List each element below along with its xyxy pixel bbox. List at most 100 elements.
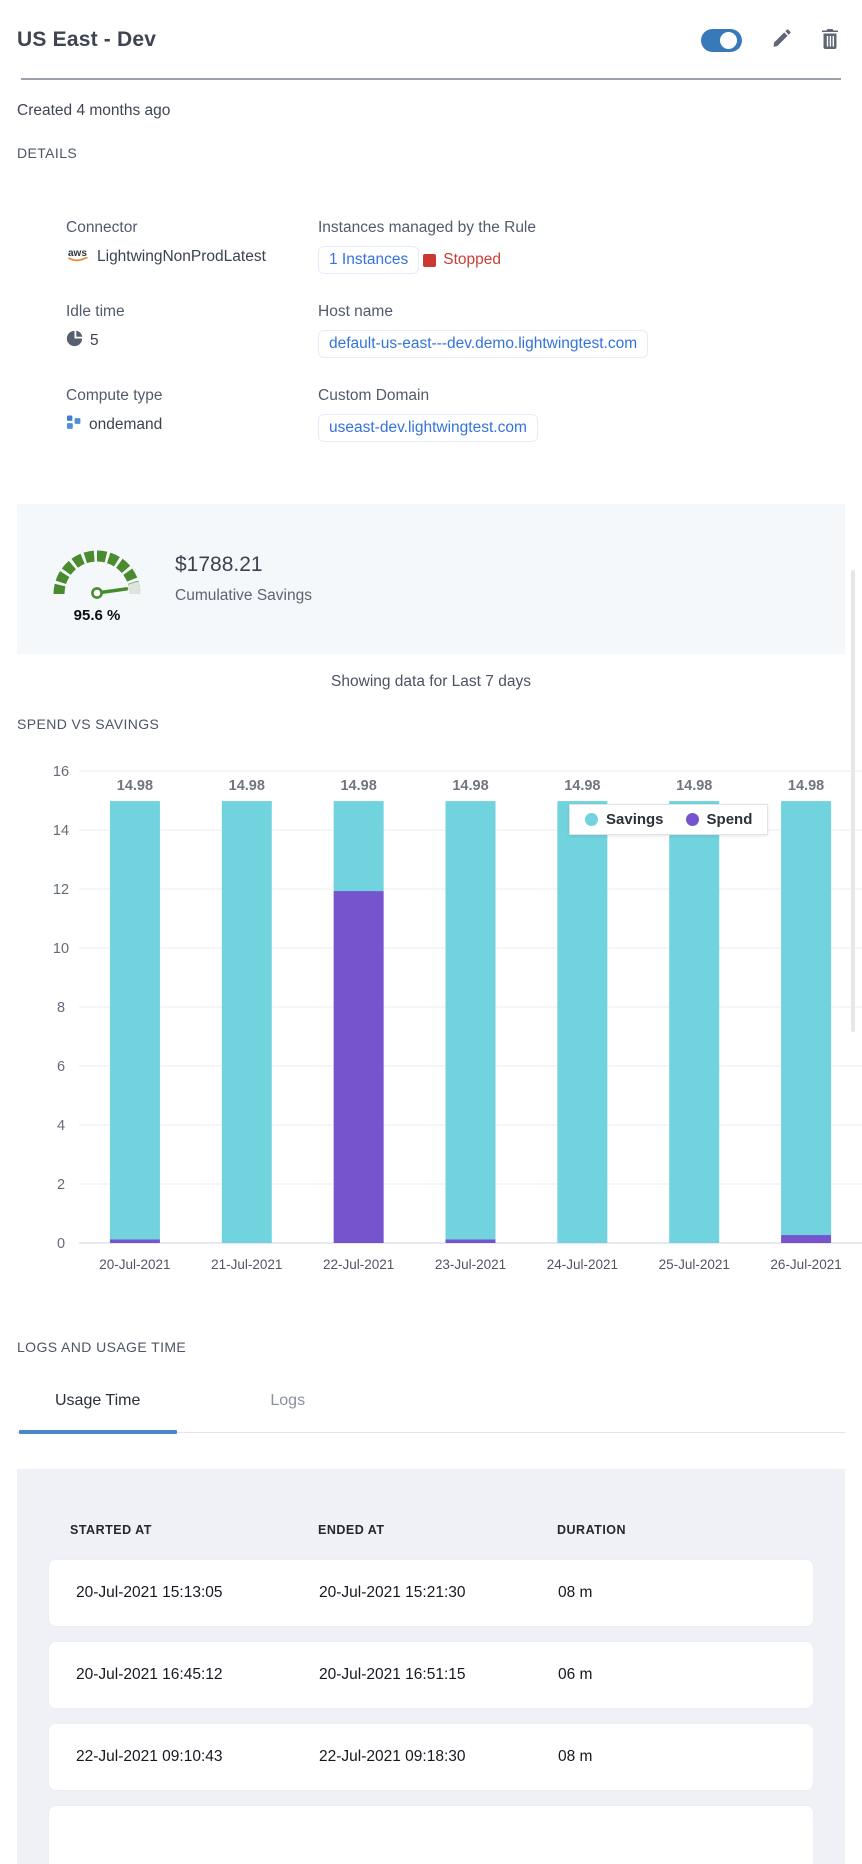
usage-time-table: STARTED AT ENDED AT DURATION 20-Jul-2021… bbox=[17, 1469, 845, 1864]
delete-button[interactable] bbox=[821, 28, 839, 52]
instances-field: Instances managed by the Rule 1 Instance… bbox=[318, 219, 845, 274]
host-name-label: Host name bbox=[318, 303, 393, 320]
y-tick-label: 8 bbox=[57, 1000, 65, 1016]
rule-enabled-toggle[interactable] bbox=[701, 28, 742, 52]
table-cell: 06 m bbox=[558, 1666, 593, 1683]
bar-spend bbox=[781, 1235, 832, 1243]
logs-tabs: Usage Time Logs bbox=[17, 1382, 845, 1434]
edit-button[interactable] bbox=[772, 29, 791, 51]
custom-domain-link[interactable]: useast-dev.lightwingtest.com bbox=[329, 419, 527, 436]
svg-text:aws: aws bbox=[68, 248, 87, 259]
bar-value-label: 14.98 bbox=[564, 778, 600, 794]
col-duration: DURATION bbox=[557, 1523, 627, 1537]
legend-item-spend[interactable]: Spend bbox=[685, 811, 753, 828]
idle-time-value: 5 bbox=[90, 332, 99, 349]
savings-caption: Cumulative Savings bbox=[175, 587, 312, 604]
scrollbar-thumb[interactable] bbox=[851, 570, 855, 1032]
legend-label: Spend bbox=[706, 811, 753, 828]
bar-savings bbox=[557, 801, 608, 1243]
bar-value-label: 14.98 bbox=[229, 778, 265, 794]
bar-savings bbox=[445, 801, 496, 1240]
x-tick-label: 26-Jul-2021 bbox=[770, 1257, 841, 1272]
bar-spend bbox=[445, 1239, 496, 1243]
table-cell: 20-Jul-2021 15:13:05 bbox=[76, 1584, 223, 1601]
savings-gauge-icon bbox=[47, 550, 147, 604]
col-started-at: STARTED AT bbox=[70, 1523, 152, 1537]
legend-dot-savings bbox=[585, 813, 598, 826]
date-range-text: Showing data for Last 7 days bbox=[331, 673, 531, 690]
bar-savings bbox=[669, 801, 720, 1243]
bar-value-label: 14.98 bbox=[676, 778, 712, 794]
rule-header: US East - Dev bbox=[17, 28, 845, 52]
idle-time-field: Idle time 5 bbox=[66, 303, 318, 358]
table-cell: 20-Jul-2021 16:51:15 bbox=[319, 1666, 466, 1683]
connector-field: Connector aws LightwingNonProdLatest bbox=[66, 219, 318, 274]
x-tick-label: 25-Jul-2021 bbox=[659, 1257, 730, 1272]
custom-domain-label: Custom Domain bbox=[318, 387, 430, 404]
bar-savings bbox=[781, 801, 832, 1236]
connector-label: Connector bbox=[66, 219, 138, 236]
table-header-row: STARTED AT ENDED AT DURATION bbox=[48, 1523, 814, 1537]
bar-value-label: 14.98 bbox=[340, 778, 376, 794]
bar-spend bbox=[333, 891, 384, 1243]
bar-savings bbox=[333, 801, 384, 892]
legend-item-savings[interactable]: Savings bbox=[585, 811, 664, 828]
details-grid: Connector aws LightwingNonProdLatest Ins… bbox=[66, 219, 845, 442]
tab-logs[interactable]: Logs bbox=[270, 1392, 306, 1409]
x-tick-label: 22-Jul-2021 bbox=[323, 1257, 394, 1272]
table-cell: 20-Jul-2021 16:45:12 bbox=[76, 1666, 223, 1683]
bar-value-label: 14.98 bbox=[117, 778, 153, 794]
instances-link[interactable]: 1 Instances bbox=[329, 251, 409, 268]
table-cell: 08 m bbox=[558, 1584, 593, 1601]
legend-label: Savings bbox=[606, 811, 664, 828]
compute-type-label: Compute type bbox=[66, 387, 163, 404]
pencil-icon bbox=[772, 29, 791, 51]
savings-amount: $1788.21 bbox=[175, 553, 263, 576]
x-tick-label: 21-Jul-2021 bbox=[211, 1257, 282, 1272]
trash-icon bbox=[821, 28, 839, 52]
host-name-link[interactable]: default-us-east---dev.demo.lightwingtest… bbox=[329, 335, 638, 352]
y-tick-label: 16 bbox=[53, 764, 69, 780]
bar-savings bbox=[221, 801, 272, 1243]
compute-type-value: ondemand bbox=[89, 416, 163, 433]
logs-section-heading: LOGS AND USAGE TIME bbox=[17, 1339, 187, 1355]
legend-dot-spend bbox=[685, 813, 699, 826]
table-row: 22-Jul-2021 09:10:43 22-Jul-2021 09:18:30… bbox=[48, 1723, 814, 1791]
compute-type-icon bbox=[66, 414, 82, 436]
stopped-status-text: Stopped bbox=[443, 251, 502, 268]
compute-type-field: Compute type ondemand bbox=[66, 387, 318, 442]
y-tick-label: 6 bbox=[57, 1059, 65, 1075]
created-ago-text: Created 4 months ago bbox=[17, 102, 171, 119]
idle-time-icon bbox=[66, 330, 83, 352]
y-tick-label: 10 bbox=[53, 941, 69, 957]
y-tick-label: 12 bbox=[53, 882, 69, 898]
y-tick-label: 14 bbox=[53, 823, 69, 839]
tab-usage-time[interactable]: Usage Time bbox=[55, 1392, 141, 1409]
bar-value-label: 14.98 bbox=[788, 778, 824, 794]
bar-value-label: 14.98 bbox=[452, 778, 488, 794]
x-tick-label: 20-Jul-2021 bbox=[99, 1257, 170, 1272]
y-tick-label: 4 bbox=[57, 1118, 65, 1134]
stopped-status-icon bbox=[423, 253, 437, 267]
col-ended-at: ENDED AT bbox=[318, 1523, 385, 1537]
table-cell: 22-Jul-2021 09:10:43 bbox=[76, 1748, 223, 1765]
spend-vs-savings-heading: SPEND VS SAVINGS bbox=[17, 716, 160, 732]
page-title: US East - Dev bbox=[17, 28, 157, 51]
bar-spend bbox=[109, 1239, 160, 1243]
table-row bbox=[48, 1805, 814, 1864]
bar-savings bbox=[109, 801, 160, 1240]
toggle-knob bbox=[720, 31, 737, 49]
y-tick-label: 2 bbox=[57, 1177, 65, 1193]
table-row: 20-Jul-2021 15:13:05 20-Jul-2021 15:21:30… bbox=[48, 1559, 814, 1627]
table-cell: 22-Jul-2021 09:18:30 bbox=[319, 1748, 466, 1765]
instances-label: Instances managed by the Rule bbox=[318, 219, 536, 236]
table-cell: 20-Jul-2021 15:21:30 bbox=[319, 1584, 466, 1601]
active-tab-underline bbox=[19, 1430, 177, 1434]
idle-time-label: Idle time bbox=[66, 303, 125, 320]
x-tick-label: 24-Jul-2021 bbox=[547, 1257, 618, 1272]
savings-percent: 95.6 % bbox=[73, 607, 121, 624]
aws-icon: aws bbox=[66, 246, 90, 268]
details-section-heading: DETAILS bbox=[17, 145, 78, 161]
host-name-field: Host name default-us-east---dev.demo.lig… bbox=[318, 303, 845, 358]
chart-legend: Savings Spend bbox=[569, 804, 769, 835]
